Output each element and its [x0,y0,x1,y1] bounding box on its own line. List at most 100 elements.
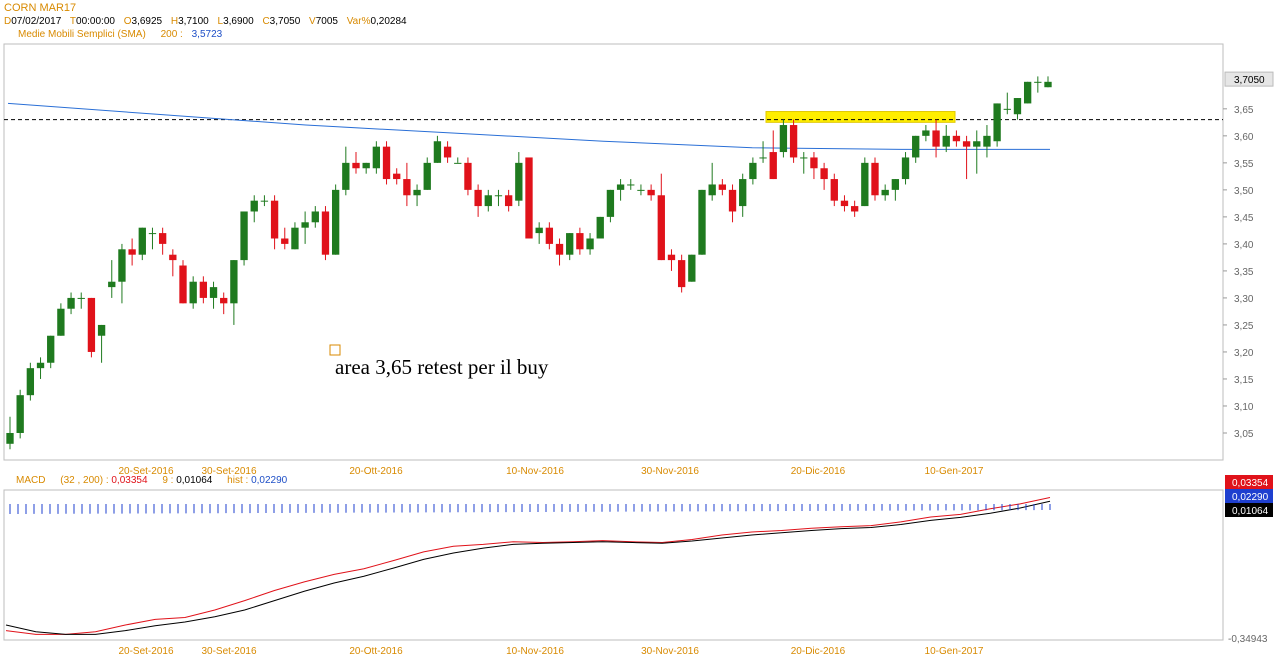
candle-body [1034,81,1042,83]
candle-body [647,189,655,196]
candle [291,222,299,250]
candle [647,184,655,201]
candle [138,227,146,261]
candle [209,281,218,309]
price-tick-label: 3,60 [1234,132,1254,143]
candle [840,195,849,212]
candle-body [504,195,513,207]
candle-body [586,238,594,250]
candle-body [128,249,136,255]
candle [576,227,584,255]
candle-body [16,395,24,433]
candle-body [596,216,604,239]
candle-body [169,254,177,261]
candle-body [209,287,218,298]
macd-value-label: 0,02290 [1232,492,1269,503]
candle-body [26,368,35,396]
candle-body [606,189,615,217]
candle-body [677,260,686,288]
candle [382,141,391,185]
candle [891,179,900,201]
candle-body [484,195,492,207]
candle [433,135,442,163]
candle-body [281,238,289,244]
ohlc-date: 07/02/2017 [11,16,62,27]
candle [800,152,808,174]
candle-body [352,162,360,169]
candle-body [718,184,727,190]
date-label-bottom: 20-Dic-2016 [791,646,846,657]
candle [6,416,14,450]
price-tick-label: 3,25 [1234,321,1254,332]
candle-body [148,233,157,235]
date-label-bottom: 10-Nov-2016 [506,646,564,657]
candle [189,276,197,309]
candle-body [240,211,248,261]
candle-body [87,297,96,352]
candle [77,292,85,309]
candle [321,206,330,261]
candle [525,157,533,239]
candle-body [983,135,991,147]
candle [555,238,564,266]
candle [504,189,513,212]
candle [749,157,757,185]
candle-body [179,265,187,304]
candle-body [728,189,737,212]
ohlc-open: 3,6925 [131,16,163,27]
candle [1003,92,1011,115]
annotation-marker [329,344,341,356]
candle [67,292,75,315]
price-tick-label: 3,65 [1234,105,1254,116]
instrument-title: CORN MAR17 [4,2,77,14]
candle [301,211,309,244]
ohlc-key-date: D [4,16,12,27]
candle [36,357,45,379]
candle-body [270,200,279,239]
candle-body [454,162,462,164]
candle-body [433,141,442,163]
macd-min-label: -0,34943 [1228,634,1268,645]
date-label-top: 30-Nov-2016 [641,466,699,477]
date-label-top: 10-Nov-2016 [506,466,564,477]
candle [739,173,747,217]
candle-body [667,254,676,261]
candle-body [67,297,75,309]
date-label-bottom: 30-Nov-2016 [641,646,699,657]
macd-signal-label: 9 : [162,475,174,486]
candle [311,206,319,228]
candle [220,292,228,315]
candle-body [901,157,910,180]
candle-body [688,254,696,282]
candle-body [739,179,747,207]
resistance-highlight-group [4,111,1223,123]
ohlc-high: 3,7100 [178,16,209,27]
candle [657,173,665,261]
candle [586,233,594,255]
candle-body [189,281,197,304]
macd-params: (32 , 200) : [60,475,109,486]
price-tick-label: 3,50 [1234,186,1254,197]
date-label-bottom: 30-Set-2016 [201,646,256,657]
candle-body [494,195,503,197]
macd-histogram-group [9,504,1051,514]
candle-body [657,195,665,261]
macd-label: MACD [16,475,46,486]
price-tick-label: 3,30 [1234,294,1254,305]
candle-body [443,146,452,158]
candle [454,157,462,164]
candle [1034,76,1042,93]
candle [830,173,838,207]
macd-value-label: 0,01064 [1232,506,1269,517]
candle-body [830,179,838,201]
candle [922,125,930,142]
candle [169,249,177,277]
candle [403,162,411,207]
candle [1023,81,1032,104]
candle [352,152,360,174]
macd-signal-line [5,500,1051,635]
candle [108,260,116,298]
candle-body [382,146,391,180]
candle [413,184,421,207]
